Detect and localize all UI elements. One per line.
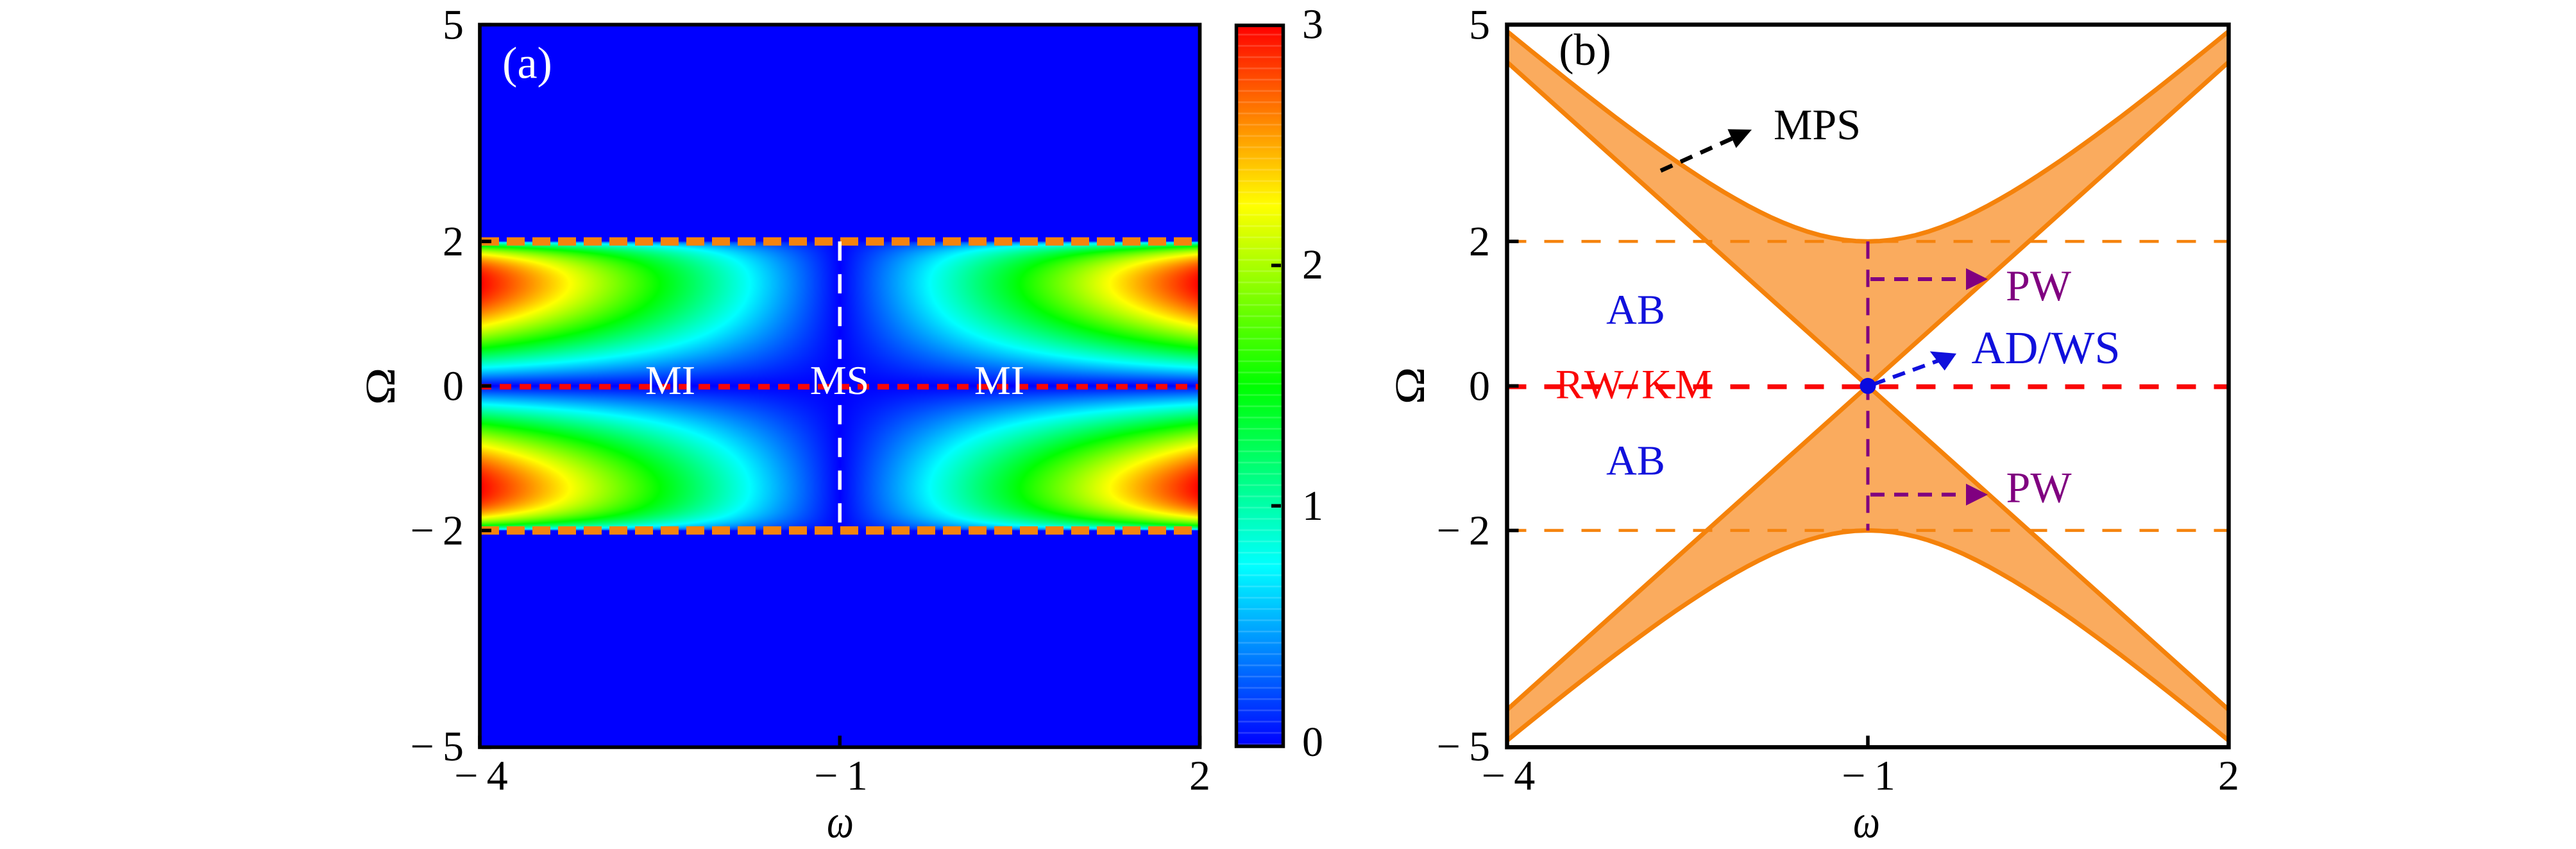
svg-text:− 2: − 2 — [411, 508, 464, 554]
svg-text:− 1: − 1 — [1842, 753, 1895, 800]
svg-text:AD/WS: AD/WS — [1972, 322, 2121, 373]
svg-text:PW: PW — [2006, 463, 2072, 512]
svg-text:PW: PW — [2006, 261, 2072, 310]
svg-text:Ω: Ω — [357, 368, 403, 406]
svg-text:5: 5 — [443, 2, 464, 49]
svg-text:MI: MI — [974, 357, 1024, 403]
svg-text:− 4: − 4 — [454, 753, 507, 800]
svg-text:2: 2 — [1189, 753, 1210, 800]
svg-text:0: 0 — [1302, 719, 1323, 766]
svg-text:2: 2 — [1469, 218, 1490, 265]
svg-text:ω: ω — [1853, 796, 1880, 848]
svg-text:− 5: − 5 — [411, 723, 464, 770]
svg-text:AB: AB — [1606, 438, 1665, 485]
svg-text:− 2: − 2 — [1437, 508, 1490, 554]
svg-text:(a): (a) — [502, 39, 552, 89]
svg-text:2: 2 — [443, 218, 464, 265]
svg-text:ω: ω — [827, 796, 854, 848]
svg-text:RW/KM: RW/KM — [1555, 362, 1715, 408]
svg-text:MI: MI — [645, 357, 695, 403]
svg-text:2: 2 — [1302, 241, 1323, 288]
svg-text:− 5: − 5 — [1437, 723, 1490, 770]
svg-text:AB: AB — [1606, 287, 1665, 334]
svg-text:2: 2 — [2218, 753, 2239, 800]
svg-text:5: 5 — [1469, 2, 1490, 49]
svg-text:− 4: − 4 — [1482, 753, 1535, 800]
svg-text:3: 3 — [1302, 1, 1323, 48]
svg-text:0: 0 — [1469, 363, 1490, 409]
svg-text:− 1: − 1 — [814, 753, 867, 800]
svg-text:MS: MS — [810, 357, 870, 403]
svg-text:0: 0 — [443, 363, 464, 409]
svg-text:Ω: Ω — [1386, 367, 1433, 405]
svg-text:1: 1 — [1302, 483, 1323, 529]
svg-text:MPS: MPS — [1774, 100, 1861, 149]
svg-text:(b): (b) — [1559, 26, 1611, 75]
